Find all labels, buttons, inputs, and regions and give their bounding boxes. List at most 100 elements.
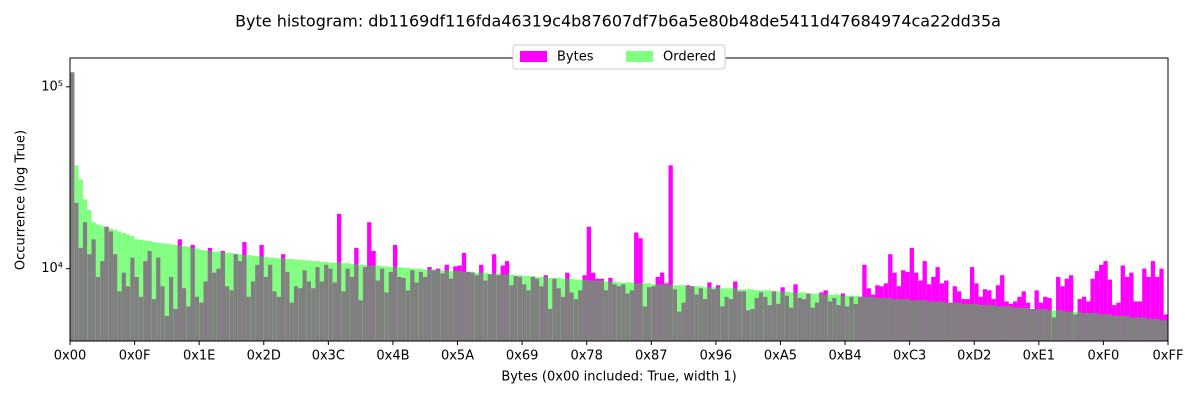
bar	[380, 268, 385, 341]
bar	[1133, 317, 1138, 341]
bar	[621, 284, 626, 341]
bar	[664, 284, 669, 341]
bar	[1107, 314, 1113, 341]
bar	[1168, 322, 1172, 341]
x-tick-label: 0xFF	[1153, 349, 1184, 364]
bar	[1090, 278, 1095, 341]
bar	[194, 248, 200, 341]
bar	[1163, 320, 1168, 341]
bar	[384, 292, 389, 341]
bar	[1017, 307, 1022, 341]
bar	[547, 308, 553, 341]
bar	[1025, 307, 1031, 341]
legend-label: Bytes	[557, 50, 594, 65]
bar	[285, 271, 290, 341]
bar	[1094, 271, 1100, 341]
bar	[1008, 306, 1013, 341]
bar	[216, 268, 221, 341]
bar	[319, 281, 325, 341]
bar	[1103, 314, 1108, 341]
bar	[1030, 308, 1035, 341]
bar	[289, 258, 294, 341]
bar	[625, 293, 630, 341]
bar	[789, 307, 794, 341]
bar	[845, 306, 850, 341]
bar	[513, 276, 518, 341]
legend-swatch	[626, 51, 653, 62]
bar	[995, 306, 1001, 341]
bar	[1120, 315, 1125, 341]
bar	[1012, 307, 1018, 341]
bar	[108, 231, 114, 341]
bar	[78, 247, 83, 341]
bar	[233, 254, 238, 341]
bar	[423, 276, 428, 341]
y-tick-label: 10⁵	[41, 79, 63, 94]
bar	[875, 297, 880, 341]
bar	[1064, 278, 1069, 341]
bar	[552, 278, 557, 341]
bar	[199, 302, 204, 341]
bar	[134, 276, 139, 341]
bar	[1159, 268, 1164, 341]
bar	[453, 271, 458, 341]
bar	[440, 273, 445, 341]
bar	[793, 292, 798, 341]
x-tick-label: 0xB4	[828, 349, 861, 364]
bar	[311, 288, 316, 341]
bar	[1056, 276, 1061, 341]
bar	[151, 299, 157, 341]
bar	[888, 297, 893, 341]
bar	[659, 284, 665, 341]
legend: Bytes Ordered	[512, 44, 726, 70]
bar	[638, 283, 643, 341]
bar	[728, 299, 734, 341]
bar	[780, 291, 785, 341]
legend-swatch	[520, 51, 547, 62]
bar	[1168, 179, 1172, 341]
bar	[685, 286, 691, 341]
bar	[418, 271, 424, 341]
bar	[677, 311, 682, 341]
bar	[405, 290, 411, 341]
bar	[1129, 272, 1134, 341]
bar	[715, 287, 721, 341]
bar	[836, 305, 841, 341]
bar	[104, 227, 109, 341]
bar	[819, 293, 824, 341]
bar	[952, 302, 958, 341]
bar	[806, 293, 811, 341]
bar	[573, 299, 579, 341]
bar	[629, 290, 635, 341]
bar	[95, 276, 101, 341]
bar	[758, 292, 764, 341]
x-tick-label: 0xC3	[893, 349, 926, 364]
bar	[810, 307, 815, 341]
bar	[543, 276, 548, 341]
bar	[733, 288, 738, 341]
x-tick-label: 0x1E	[183, 349, 215, 364]
bar	[1142, 317, 1147, 341]
bar	[974, 303, 979, 341]
bar	[763, 296, 768, 341]
bar	[1103, 261, 1108, 341]
bar	[1086, 313, 1091, 341]
bar	[87, 254, 92, 341]
bar	[823, 294, 828, 341]
bar	[504, 274, 510, 341]
bar	[358, 300, 363, 341]
bar	[944, 302, 949, 341]
bar	[909, 300, 914, 341]
bar	[948, 302, 953, 341]
bar	[926, 301, 932, 341]
bar	[332, 282, 337, 341]
bar	[298, 288, 303, 341]
bar	[466, 271, 471, 341]
bar	[487, 274, 492, 341]
bar	[207, 251, 213, 341]
bar	[302, 270, 307, 341]
bar	[315, 267, 320, 341]
bar	[651, 286, 656, 341]
bar	[1146, 276, 1151, 341]
